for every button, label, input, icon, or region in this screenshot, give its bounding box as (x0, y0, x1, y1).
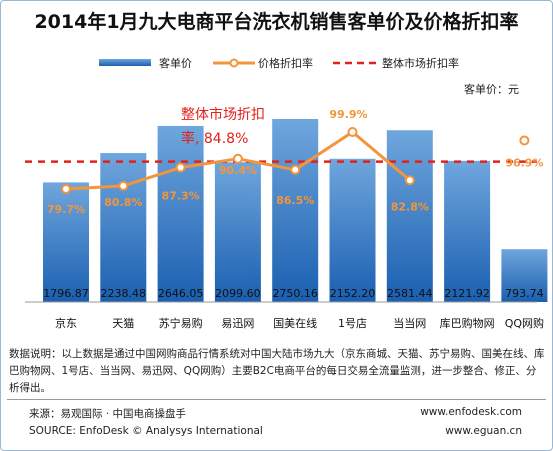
source-cn: 来源：易观国际 · 中国电商操盘手 (29, 408, 187, 420)
x-tick-label: 当当网 (393, 316, 426, 330)
discount-point-1 (118, 180, 129, 191)
discount-point-4 (290, 164, 301, 175)
legend-line-marker (229, 58, 239, 68)
bar-value-label: 2099.60 (215, 287, 261, 300)
discount-label: 79.7% (47, 203, 85, 216)
x-tick-label: 库巴购物网 (440, 316, 495, 330)
discount-point-5 (347, 127, 358, 137)
market-annotation-line1: 整体市场折扣 (181, 106, 265, 123)
discount-point-2 (175, 162, 186, 173)
x-tick-label: 国美在线 (273, 316, 317, 330)
bar-value-label: 2750.16 (272, 287, 318, 300)
data-note: 数据说明：以上数据是通过中国网购商品行情系统对中国大陆市场九大（京东商城、天猫、… (9, 348, 545, 394)
bar-value-label: 2581.44 (387, 287, 433, 300)
url-eguan: www.eguan.cn (445, 425, 522, 437)
discount-point-8 (519, 135, 530, 146)
discount-label: 99.9% (329, 108, 367, 121)
bar-1 (100, 153, 147, 302)
x-tick-label: 苏宁易购 (159, 316, 203, 330)
legend-market-label: 整体市场折扣率 (382, 56, 459, 70)
x-tick-label: QQ网购 (505, 316, 544, 330)
discount-label: 90.4% (219, 164, 257, 177)
bar-6 (386, 130, 433, 302)
unit-label: 客单价：元 (464, 82, 519, 96)
legend-line-label: 价格折扣率 (258, 56, 313, 70)
bar-value-label: 2238.48 (101, 287, 147, 300)
chart-svg: 客单价 价格折扣率 整体市场折扣率 客单价：元 1796.87 2238.48 2646… (25, 56, 548, 330)
bar-0 (43, 182, 89, 302)
bar-7 (444, 160, 491, 302)
bar-5 (329, 158, 376, 302)
bar-value-label: 2646.05 (158, 287, 204, 300)
bar-8 (501, 249, 548, 302)
discount-point-3 (232, 153, 243, 164)
bar-value-label: 2121.92 (444, 287, 490, 300)
x-tick-label: 天猫 (112, 317, 134, 330)
bar-4 (272, 119, 319, 302)
discount-point-0 (61, 184, 71, 194)
bar-3 (214, 162, 261, 302)
discount-label: 80.8% (104, 196, 142, 209)
market-annotation-line2: 率, 84.8% (181, 130, 248, 147)
bar-value-label: 793.74 (505, 287, 544, 300)
x-tick-label: 1号店 (338, 316, 367, 330)
legend-bar-swatch (99, 59, 151, 66)
discount-label: 86.5% (276, 194, 314, 207)
legend-bar-label: 客单价 (159, 56, 192, 70)
discount-label: 82.8% (391, 200, 429, 213)
footer-divider (7, 399, 546, 400)
discount-label: 87.3% (162, 190, 200, 203)
bar-value-label: 2152.20 (330, 287, 376, 300)
bar-value-label: 1796.87 (43, 287, 89, 300)
legend: 客单价 价格折扣率 整体市场折扣率 (99, 56, 459, 70)
discount-label: 96.9% (505, 156, 543, 169)
x-tick-label: 易迅网 (221, 317, 254, 330)
source-en: SOURCE: EnfoDesk © Analysys Internationa… (29, 425, 263, 437)
discount-point-6 (404, 175, 415, 186)
chart-title: 2014年1月九大电商平台洗衣机销售客单价及价格折扣率 (34, 11, 519, 33)
x-tick-label: 京东 (55, 316, 77, 330)
bar-2 (157, 125, 204, 302)
url-enfodesk: www.enfodesk.com (420, 406, 522, 418)
